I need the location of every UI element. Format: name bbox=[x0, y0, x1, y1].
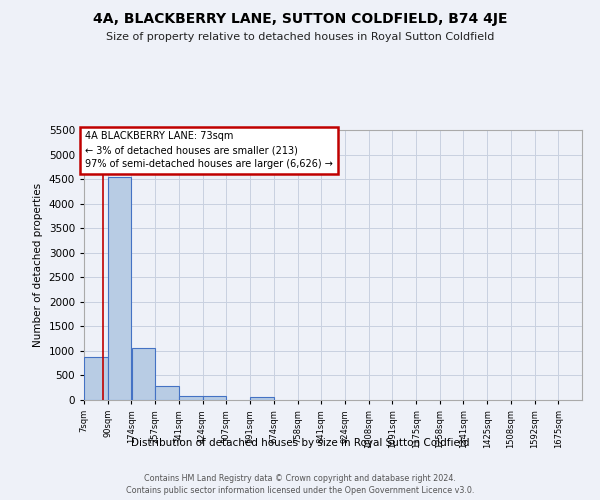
Bar bbox=[179, 396, 203, 400]
Bar bbox=[131, 348, 155, 400]
Bar bbox=[84, 358, 107, 400]
Text: Distribution of detached houses by size in Royal Sutton Coldfield: Distribution of detached houses by size … bbox=[131, 438, 469, 448]
Y-axis label: Number of detached properties: Number of detached properties bbox=[33, 183, 43, 347]
Text: 4A BLACKBERRY LANE: 73sqm
← 3% of detached houses are smaller (213)
97% of semi-: 4A BLACKBERRY LANE: 73sqm ← 3% of detach… bbox=[85, 132, 333, 170]
Text: Contains public sector information licensed under the Open Government Licence v3: Contains public sector information licen… bbox=[126, 486, 474, 495]
Bar bbox=[250, 397, 274, 400]
Bar bbox=[107, 177, 131, 400]
Text: Contains HM Land Registry data © Crown copyright and database right 2024.: Contains HM Land Registry data © Crown c… bbox=[144, 474, 456, 483]
Text: Size of property relative to detached houses in Royal Sutton Coldfield: Size of property relative to detached ho… bbox=[106, 32, 494, 42]
Bar bbox=[203, 396, 226, 400]
Text: 4A, BLACKBERRY LANE, SUTTON COLDFIELD, B74 4JE: 4A, BLACKBERRY LANE, SUTTON COLDFIELD, B… bbox=[93, 12, 507, 26]
Bar bbox=[155, 386, 179, 400]
